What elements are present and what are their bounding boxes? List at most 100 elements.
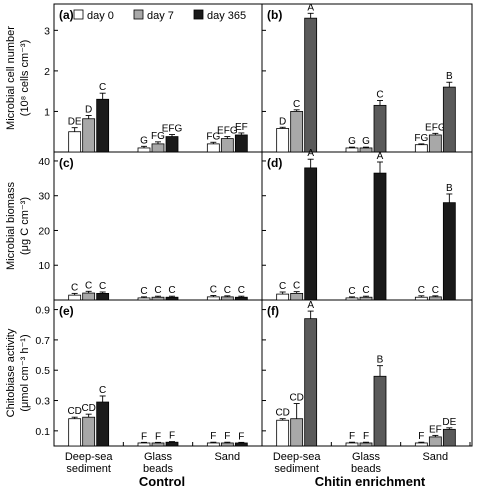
y-tick-label: 3 bbox=[44, 25, 50, 37]
y-tick-label: 1 bbox=[44, 106, 50, 118]
bar bbox=[206, 296, 220, 301]
bar bbox=[359, 442, 373, 447]
y-tick-label: 40 bbox=[38, 156, 50, 168]
legend-swatch bbox=[133, 9, 144, 20]
bar bbox=[220, 296, 234, 301]
bar bbox=[220, 442, 234, 447]
significance-letter: CD bbox=[81, 403, 95, 414]
bar bbox=[428, 134, 442, 153]
bar bbox=[165, 296, 179, 301]
bar bbox=[442, 428, 456, 447]
panel-label: (b) bbox=[267, 8, 282, 22]
bar bbox=[442, 86, 456, 153]
y-tick-label: 30 bbox=[38, 191, 50, 203]
significance-letter: EF bbox=[429, 424, 442, 435]
significance-letter: C bbox=[99, 281, 106, 292]
bar bbox=[137, 297, 151, 301]
significance-letter: EFG bbox=[217, 126, 238, 137]
significance-letter: DE bbox=[442, 417, 456, 428]
significance-letter: F bbox=[418, 431, 424, 442]
bar bbox=[206, 143, 220, 153]
bar bbox=[165, 441, 179, 447]
legend-label: day 365 bbox=[207, 10, 246, 22]
significance-letter: FG bbox=[414, 133, 428, 144]
significance-letter: C bbox=[99, 385, 106, 396]
significance-letter: C bbox=[224, 285, 231, 296]
bar bbox=[234, 442, 248, 447]
significance-letter: F bbox=[155, 431, 161, 442]
significance-letter: C bbox=[432, 285, 439, 296]
x-category-label: beads bbox=[351, 463, 381, 475]
significance-letter: F bbox=[210, 431, 216, 442]
y-axis-label: Microbial cell number bbox=[5, 26, 17, 130]
legend-label: day 0 bbox=[87, 10, 114, 22]
bar bbox=[345, 297, 359, 301]
y-axis-unit: (μmol cm⁻³ h⁻¹) bbox=[19, 334, 31, 411]
bar bbox=[151, 143, 165, 153]
y-tick-label: 20 bbox=[38, 225, 50, 237]
y-tick-label: 0.3 bbox=[35, 396, 50, 408]
significance-letter: C bbox=[168, 285, 175, 296]
bar bbox=[290, 111, 304, 153]
bar bbox=[68, 418, 82, 447]
significance-letter: C bbox=[348, 286, 355, 297]
significance-letter: A bbox=[307, 148, 314, 159]
bar bbox=[206, 442, 220, 447]
significance-letter: C bbox=[376, 89, 383, 100]
legend-label: day 7 bbox=[147, 10, 174, 22]
bar bbox=[276, 419, 290, 447]
legend-swatch bbox=[73, 9, 84, 20]
significance-letter: G bbox=[140, 135, 148, 146]
significance-letter: C bbox=[71, 282, 78, 293]
bar bbox=[373, 375, 387, 447]
bar bbox=[414, 296, 428, 301]
significance-letter: A bbox=[377, 151, 384, 162]
bar bbox=[68, 294, 82, 301]
bar bbox=[234, 296, 248, 301]
significance-letter: C bbox=[99, 82, 106, 93]
y-tick-label: 0.9 bbox=[35, 305, 50, 317]
significance-letter: D bbox=[85, 105, 92, 116]
panel-label: (d) bbox=[267, 156, 282, 170]
significance-letter: A bbox=[307, 2, 314, 13]
x-category-label: beads bbox=[143, 463, 173, 475]
column-title-chitin: Chitin enrichment bbox=[315, 474, 426, 489]
significance-letter: CD bbox=[67, 406, 81, 417]
bar bbox=[151, 442, 165, 447]
bar bbox=[137, 442, 151, 447]
bar bbox=[442, 202, 456, 301]
x-category-label: Glass bbox=[144, 451, 173, 463]
bar bbox=[276, 293, 290, 301]
significance-letter: F bbox=[363, 431, 369, 442]
bar bbox=[82, 118, 96, 153]
panel-label: (c) bbox=[59, 156, 74, 170]
bar bbox=[359, 296, 373, 301]
bar bbox=[96, 401, 110, 447]
bar bbox=[428, 436, 442, 447]
panel-label: (f) bbox=[267, 304, 279, 318]
bar bbox=[414, 442, 428, 447]
bar bbox=[82, 292, 96, 301]
significance-letter: F bbox=[141, 431, 147, 442]
significance-letter: C bbox=[293, 281, 300, 292]
significance-letter: C bbox=[238, 285, 245, 296]
significance-letter: C bbox=[279, 281, 286, 292]
significance-letter: D bbox=[279, 116, 286, 127]
bar bbox=[304, 318, 318, 447]
x-category-label: Deep-sea bbox=[65, 451, 114, 463]
bar bbox=[96, 292, 110, 301]
significance-letter: C bbox=[140, 286, 147, 297]
x-category-label: sediment bbox=[66, 463, 111, 475]
bar bbox=[290, 292, 304, 301]
significance-letter: C bbox=[418, 285, 425, 296]
significance-letter: C bbox=[154, 285, 161, 296]
bar bbox=[82, 416, 96, 447]
bar bbox=[304, 17, 318, 153]
panel-label: (e) bbox=[59, 304, 74, 318]
y-tick-label: 10 bbox=[38, 260, 50, 272]
y-axis-unit: (μg C cm⁻³) bbox=[19, 197, 31, 255]
y-tick-label: 0.7 bbox=[35, 335, 50, 347]
bar bbox=[373, 104, 387, 153]
bar bbox=[290, 418, 304, 447]
